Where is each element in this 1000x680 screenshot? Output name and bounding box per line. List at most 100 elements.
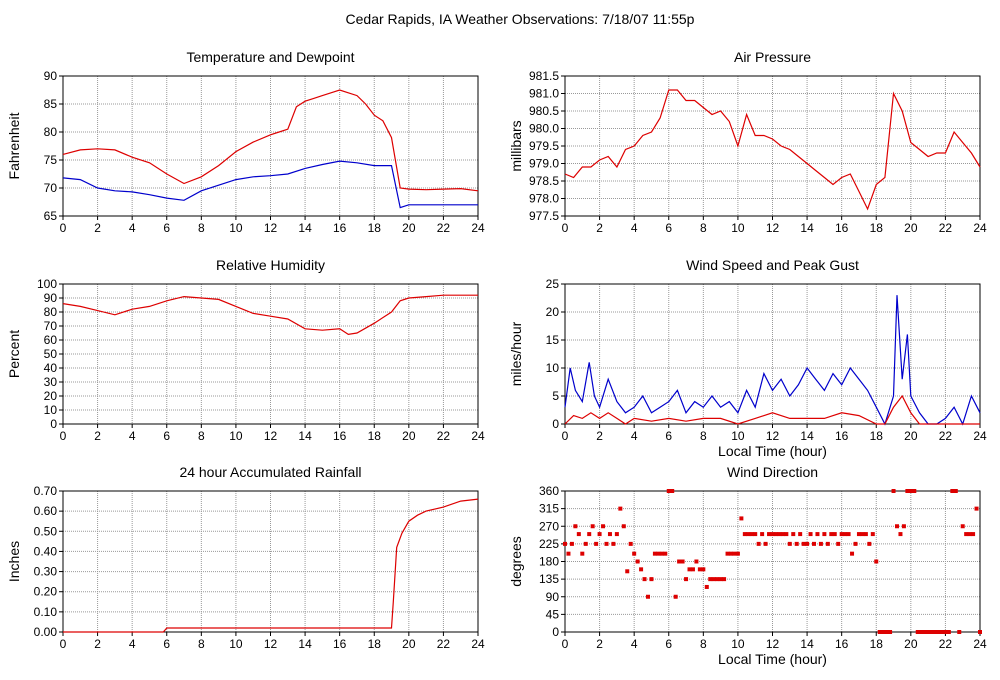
wind-direction-point <box>915 630 920 634</box>
wind-direction-point <box>863 532 868 537</box>
24-hour-accumulated-rainfall-x-tick-label: 24 <box>471 637 485 651</box>
24-hour-accumulated-rainfall-y-tick-label: 0.30 <box>34 565 58 579</box>
wind-direction-point <box>694 559 699 564</box>
wind-direction-point <box>874 559 879 564</box>
24-hour-accumulated-rainfall-y-tick-label: 0.20 <box>34 585 58 599</box>
air-pressure-x-tick-label: 22 <box>939 221 953 235</box>
air-pressure-x-tick-label: 10 <box>731 221 745 235</box>
air-pressure-y-tick-label: 979.0 <box>529 157 559 171</box>
wind-direction-point <box>621 524 626 529</box>
wind-direction-point <box>853 541 858 546</box>
air-pressure-y-tick-label: 979.5 <box>529 139 559 153</box>
wind-direction-point <box>718 577 723 582</box>
wind-direction-point <box>569 541 574 546</box>
wind-direction-x-tick-label: 24 <box>973 637 987 651</box>
relative-humidity-y-tick-label: 90 <box>44 291 58 305</box>
wind-direction-point <box>839 532 844 537</box>
wind-speed-and-peak-gust-x-tick-label: 22 <box>939 429 953 443</box>
wind-direction-chart: 0 2 4 6 8 10 12 14 16 18 20 22 240459013518022527031… <box>508 464 987 667</box>
wind-direction-point <box>801 541 806 546</box>
temperature-and-dewpoint-x-tick-label: 20 <box>402 221 416 235</box>
temperature-and-dewpoint-x-tick-label: 24 <box>471 221 485 235</box>
air-pressure-x-tick-label: 8 <box>700 221 707 235</box>
wind-direction-point <box>760 532 765 537</box>
relative-humidity-x-tick-label: 14 <box>298 429 312 443</box>
relative-humidity-x-tick-label: 12 <box>264 429 278 443</box>
temperature-and-dewpoint-y-tick-label: 75 <box>44 153 58 167</box>
air-pressure-y-tick-label: 980.0 <box>529 122 559 136</box>
24-hour-accumulated-rainfall-y-tick-label: 0.10 <box>34 605 58 619</box>
wind-speed-and-peak-gust-series-line-0 <box>564 295 981 426</box>
wind-direction-point <box>614 532 619 537</box>
relative-humidity-y-tick-label: 50 <box>44 347 58 361</box>
wind-direction-point <box>832 532 837 537</box>
wind-direction-point <box>576 532 581 537</box>
wind-speed-and-peak-gust-y-tick-label: 25 <box>546 277 560 291</box>
24-hour-accumulated-rainfall-x-tick-label: 14 <box>298 637 312 651</box>
air-pressure-x-tick-label: 20 <box>904 221 918 235</box>
wind-direction-point <box>604 541 609 546</box>
24-hour-accumulated-rainfall-x-tick-label: 22 <box>437 637 451 651</box>
wind-direction-point <box>673 594 678 599</box>
relative-humidity-y-tick-label: 30 <box>44 375 58 389</box>
temperature-and-dewpoint-y-tick-label: 85 <box>44 97 58 111</box>
wind-direction-point <box>625 569 630 574</box>
relative-humidity-series-line-0 <box>62 294 478 336</box>
wind-direction-point <box>587 532 592 537</box>
air-pressure-x-tick-label: 12 <box>766 221 780 235</box>
wind-direction-point <box>646 594 650 599</box>
temperature-and-dewpoint-y-axis-label: Fahrenheit <box>6 112 22 179</box>
wind-speed-and-peak-gust-x-tick-label: 20 <box>904 429 918 443</box>
wind-direction-point <box>601 524 606 529</box>
wind-direction-point <box>978 630 982 634</box>
relative-humidity-x-tick-label: 2 <box>94 429 101 443</box>
wind-speed-and-peak-gust-x-tick-label: 18 <box>870 429 884 443</box>
wind-direction-point <box>912 489 917 493</box>
temperature-and-dewpoint-x-tick-label: 8 <box>198 221 205 235</box>
24-hour-accumulated-rainfall-x-tick-label: 16 <box>333 637 347 651</box>
temperature-and-dewpoint-x-tick-label: 14 <box>298 221 312 235</box>
24-hour-accumulated-rainfall-y-tick-label: 0.70 <box>34 484 58 498</box>
wind-direction-y-tick-label: 360 <box>539 484 559 498</box>
wind-direction-y-tick-label: 315 <box>539 502 559 516</box>
wind-direction-point <box>573 524 578 529</box>
wind-speed-and-peak-gust-x-tick-label: 16 <box>835 429 849 443</box>
temperature-and-dewpoint-x-tick-label: 22 <box>437 221 451 235</box>
plots-group: 0 2 4 6 8 10 12 14 16 18 20 22 24657075808590Tempera… <box>6 49 987 667</box>
wind-direction-point <box>663 551 668 556</box>
wind-speed-and-peak-gust-title: Wind Speed and Peak Gust <box>686 257 859 273</box>
wind-direction-point <box>725 551 730 556</box>
wind-direction-point <box>749 532 754 537</box>
wind-direction-point <box>732 551 737 556</box>
wind-direction-point <box>649 577 654 582</box>
temperature-and-dewpoint-y-tick-label: 80 <box>44 125 58 139</box>
wind-direction-point <box>867 541 872 546</box>
wind-direction-point <box>791 532 796 537</box>
wind-direction-point <box>583 541 588 546</box>
wind-direction-point <box>701 567 706 572</box>
wind-direction-point <box>756 541 761 546</box>
wind-direction-point <box>780 532 785 537</box>
wind-speed-and-peak-gust-x-tick-label: 0 <box>562 429 569 443</box>
relative-humidity-x-tick-label: 6 <box>163 429 170 443</box>
wind-direction-point <box>590 524 595 529</box>
temperature-and-dewpoint-x-tick-label: 10 <box>229 221 243 235</box>
wind-direction-point <box>967 532 972 537</box>
24-hour-accumulated-rainfall-chart: 0 2 4 6 8 10 12 14 16 18 20 22 240.000.100.200.300.4… <box>6 464 485 651</box>
wind-direction-point <box>773 532 778 537</box>
wind-direction-y-tick-label: 0 <box>552 625 559 639</box>
wind-direction-point <box>777 532 782 537</box>
temperature-and-dewpoint-x-tick-label: 6 <box>163 221 170 235</box>
wind-direction-point <box>974 506 979 511</box>
temperature-and-dewpoint-x-tick-label: 18 <box>368 221 382 235</box>
wind-direction-point <box>805 541 810 546</box>
24-hour-accumulated-rainfall-x-tick-label: 18 <box>368 637 382 651</box>
wind-direction-x-tick-label: 10 <box>731 637 745 651</box>
wind-direction-x-tick-label: 18 <box>870 637 884 651</box>
wind-direction-point <box>971 532 976 537</box>
24-hour-accumulated-rainfall-title: 24 hour Accumulated Rainfall <box>179 464 361 480</box>
24-hour-accumulated-rainfall-x-tick-label: 10 <box>229 637 243 651</box>
wind-direction-point <box>922 630 927 634</box>
